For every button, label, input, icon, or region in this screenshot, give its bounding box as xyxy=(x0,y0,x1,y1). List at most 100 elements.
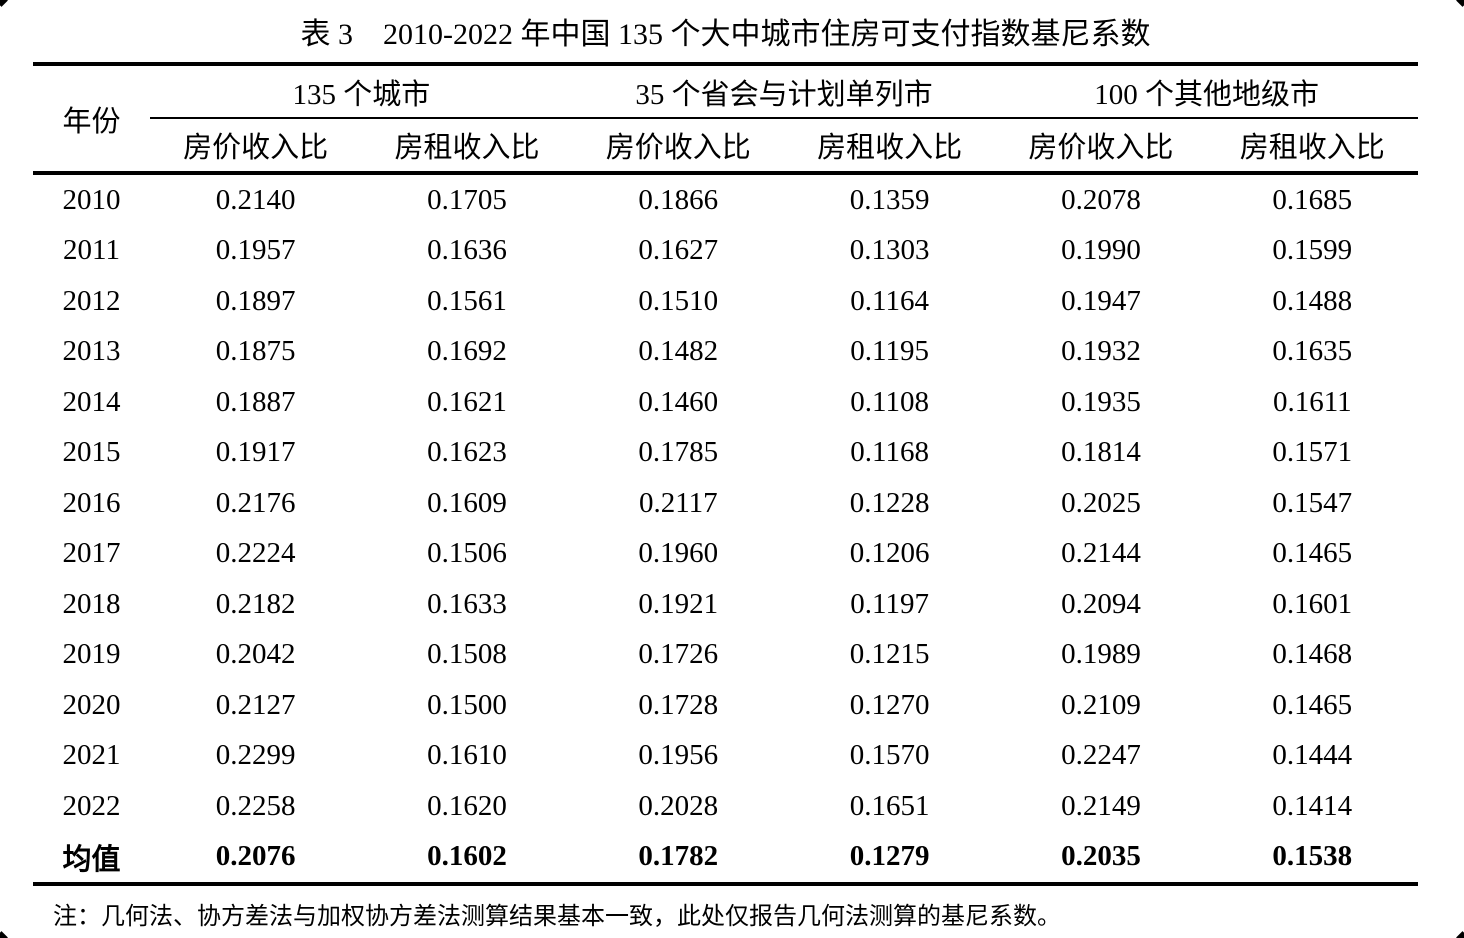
value-cell: 0.2176 xyxy=(215,486,296,519)
col-header-price-income-ratio-1: 房价收入比 xyxy=(150,118,362,175)
value-cell: 0.2078 xyxy=(1061,183,1141,216)
value-cell: 0.2109 xyxy=(1061,688,1141,721)
value-cell: 0.1611 xyxy=(1272,385,1352,418)
value-cell: 0.1609 xyxy=(427,486,507,519)
value-cell: 0.1692 xyxy=(427,335,507,368)
group-header-row: 年份 135 个城市 35 个省会与计划单列市 100 个其他地级市 xyxy=(33,64,1418,175)
value-cell: 0.1547 xyxy=(1272,486,1353,519)
value-cell: 0.1633 xyxy=(427,587,507,620)
value-cell: 0.1785 xyxy=(638,436,719,469)
value-cell: 0.1887 xyxy=(215,385,296,418)
sub-header-row: 房价收入比 房租收入比 房价收入比 房租收入比 房价收入比 房租收入比 xyxy=(33,118,1418,175)
value-cell: 0.1726 xyxy=(638,638,719,671)
year-cell: 2016 xyxy=(62,486,121,519)
value-cell: 0.1602 xyxy=(427,840,507,873)
col-group-100-other-cities: 100 个其他地级市 xyxy=(995,64,1418,119)
table-row: 2010 0.2140 0.1705 0.1866 0.1359 0.2078 … xyxy=(33,173,1418,226)
value-cell: 0.1599 xyxy=(1272,234,1353,267)
value-cell: 0.1960 xyxy=(638,537,719,570)
value-cell: 0.1570 xyxy=(849,739,930,772)
value-cell: 0.1651 xyxy=(849,789,930,822)
col-group-135-cities: 135 个城市 xyxy=(150,64,573,119)
year-cell: 2020 xyxy=(62,688,121,721)
value-cell: 0.1947 xyxy=(1061,284,1141,317)
value-cell: 0.2247 xyxy=(1061,739,1141,772)
value-cell: 0.1108 xyxy=(850,385,929,418)
value-cell: 0.1627 xyxy=(638,234,719,267)
value-cell: 0.1228 xyxy=(849,486,930,519)
value-cell: 0.1215 xyxy=(849,638,930,671)
value-cell: 0.1444 xyxy=(1272,739,1353,772)
table-row: 2015 0.1917 0.1623 0.1785 0.1168 0.1814 … xyxy=(33,428,1418,479)
value-cell: 0.1620 xyxy=(427,789,507,822)
table-body: 2010 0.2140 0.1705 0.1866 0.1359 0.2078 … xyxy=(33,173,1418,884)
value-cell: 0.2076 xyxy=(215,840,296,873)
value-cell: 0.1465 xyxy=(1272,537,1353,570)
value-cell: 0.1465 xyxy=(1272,688,1353,721)
value-cell: 0.1685 xyxy=(1272,183,1353,216)
value-cell: 0.1506 xyxy=(427,537,507,570)
page-corner-mark xyxy=(0,931,8,938)
table-row: 2019 0.2042 0.1508 0.1726 0.1215 0.1989 … xyxy=(33,630,1418,681)
value-cell: 0.2149 xyxy=(1061,789,1141,822)
value-cell: 0.1197 xyxy=(850,587,929,620)
col-header-price-income-ratio-3: 房价收入比 xyxy=(995,118,1207,175)
table-row: 2013 0.1875 0.1692 0.1482 0.1195 0.1932 … xyxy=(33,327,1418,378)
value-cell: 0.1571 xyxy=(1272,436,1353,469)
table-note: 注：几何法、协方差法与加权协方差法测算结果基本一致，此处仅报告几何法测算的基尼系… xyxy=(53,903,1061,930)
col-header-rent-income-ratio-1: 房租收入比 xyxy=(361,118,573,175)
value-cell: 0.2299 xyxy=(215,739,296,772)
table-row: 均值 0.2076 0.1602 0.1782 0.1279 0.2035 0.… xyxy=(33,832,1418,885)
value-cell: 0.1601 xyxy=(1272,587,1353,620)
page-corner-mark xyxy=(0,0,8,7)
value-cell: 0.1635 xyxy=(1272,335,1353,368)
year-cell: 2011 xyxy=(63,234,120,267)
value-cell: 0.1610 xyxy=(427,739,507,772)
value-cell: 0.2224 xyxy=(215,537,296,570)
value-cell: 0.1164 xyxy=(850,284,929,317)
value-cell: 0.1990 xyxy=(1061,234,1141,267)
value-cell: 0.1705 xyxy=(427,183,507,216)
value-cell: 0.2117 xyxy=(638,486,718,519)
value-cell: 0.1989 xyxy=(1061,638,1141,671)
value-cell: 0.1728 xyxy=(638,688,719,721)
value-cell: 0.2258 xyxy=(215,789,296,822)
value-cell: 0.1957 xyxy=(215,234,296,267)
value-cell: 0.2094 xyxy=(1061,587,1141,620)
value-cell: 0.1866 xyxy=(638,183,719,216)
value-cell: 0.1932 xyxy=(1061,335,1141,368)
value-cell: 0.1621 xyxy=(427,385,507,418)
value-cell: 0.1782 xyxy=(638,840,719,873)
value-cell: 0.1488 xyxy=(1272,284,1353,317)
page-corner-mark xyxy=(1456,0,1464,7)
year-cell: 2012 xyxy=(62,284,121,317)
year-cell: 2019 xyxy=(62,638,121,671)
value-cell: 0.1279 xyxy=(849,840,930,873)
value-cell: 0.2028 xyxy=(638,789,719,822)
value-cell: 0.1168 xyxy=(850,436,929,469)
value-cell: 0.1359 xyxy=(849,183,930,216)
year-cell: 2013 xyxy=(62,335,121,368)
year-cell: 均值 xyxy=(62,843,121,876)
value-cell: 0.1510 xyxy=(638,284,719,317)
value-cell: 0.1468 xyxy=(1272,638,1353,671)
value-cell: 0.1500 xyxy=(427,688,507,721)
year-cell: 2021 xyxy=(62,739,121,772)
table-row: 2018 0.2182 0.1633 0.1921 0.1197 0.2094 … xyxy=(33,579,1418,630)
value-cell: 0.1482 xyxy=(638,335,719,368)
value-cell: 0.1897 xyxy=(215,284,296,317)
value-cell: 0.2127 xyxy=(215,688,296,721)
value-cell: 0.2144 xyxy=(1061,537,1141,570)
value-cell: 0.1460 xyxy=(638,385,719,418)
table-row: 2012 0.1897 0.1561 0.1510 0.1164 0.1947 … xyxy=(33,276,1418,327)
table-row: 2014 0.1887 0.1621 0.1460 0.1108 0.1935 … xyxy=(33,377,1418,428)
year-cell: 2015 xyxy=(62,436,121,469)
table-block: 表 3 2010-2022 年中国 135 个大中城市住房可支付指数基尼系数 年… xyxy=(33,0,1418,938)
col-header-year: 年份 xyxy=(33,64,150,175)
value-cell: 0.1636 xyxy=(427,234,507,267)
value-cell: 0.1538 xyxy=(1272,840,1353,873)
value-cell: 0.2140 xyxy=(215,183,296,216)
value-cell: 0.2182 xyxy=(215,587,296,620)
col-header-rent-income-ratio-2: 房租收入比 xyxy=(783,118,996,175)
